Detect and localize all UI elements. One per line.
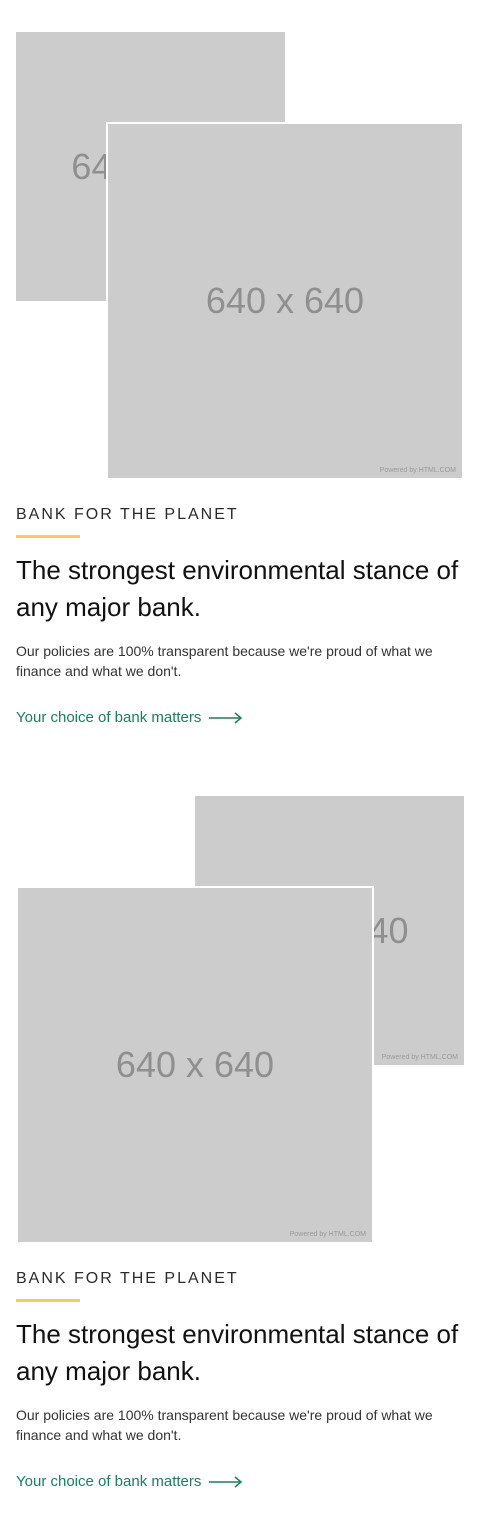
front-image: 640 x 640 Powered by HTML.COM <box>16 886 374 1244</box>
body-text: Our policies are 100% transparent becaus… <box>16 643 433 679</box>
heading: The strongest environmental stance of an… <box>16 1319 459 1386</box>
accent-bar <box>16 535 80 538</box>
eyebrow: BANK FOR THE PLANET <box>16 506 239 523</box>
front-image: 640 x 640 Powered by HTML.COM <box>106 122 464 480</box>
image-label: 640 x 640 <box>115 1044 275 1085</box>
heading: The strongest environmental stance of an… <box>16 555 459 622</box>
accent-bar <box>16 1299 80 1302</box>
arrow-icon <box>209 711 243 724</box>
feature-section: 640 x 640 Powered by HTML.COM 640 x 640 … <box>16 32 464 726</box>
feature-section: 640 x 640 Powered by HTML.COM 640 x 640 … <box>0 764 480 1528</box>
arrow-icon <box>209 1475 243 1488</box>
cta-link[interactable]: Your choice of bank matters <box>16 709 243 726</box>
image-credit: Powered by HTML.COM <box>381 1054 458 1061</box>
eyebrow: BANK FOR THE PLANET <box>16 1270 239 1287</box>
image-credit: Powered by HTML.COM <box>379 467 456 474</box>
image-credit: Powered by HTML.COM <box>289 1231 366 1238</box>
image-label: 640 x 640 <box>205 280 365 321</box>
cta-link[interactable]: Your choice of bank matters <box>16 1473 243 1490</box>
link-text[interactable]: Your choice of bank matters <box>16 1473 202 1490</box>
body-text: Our policies are 100% transparent becaus… <box>16 1407 433 1443</box>
link-text[interactable]: Your choice of bank matters <box>16 709 202 726</box>
